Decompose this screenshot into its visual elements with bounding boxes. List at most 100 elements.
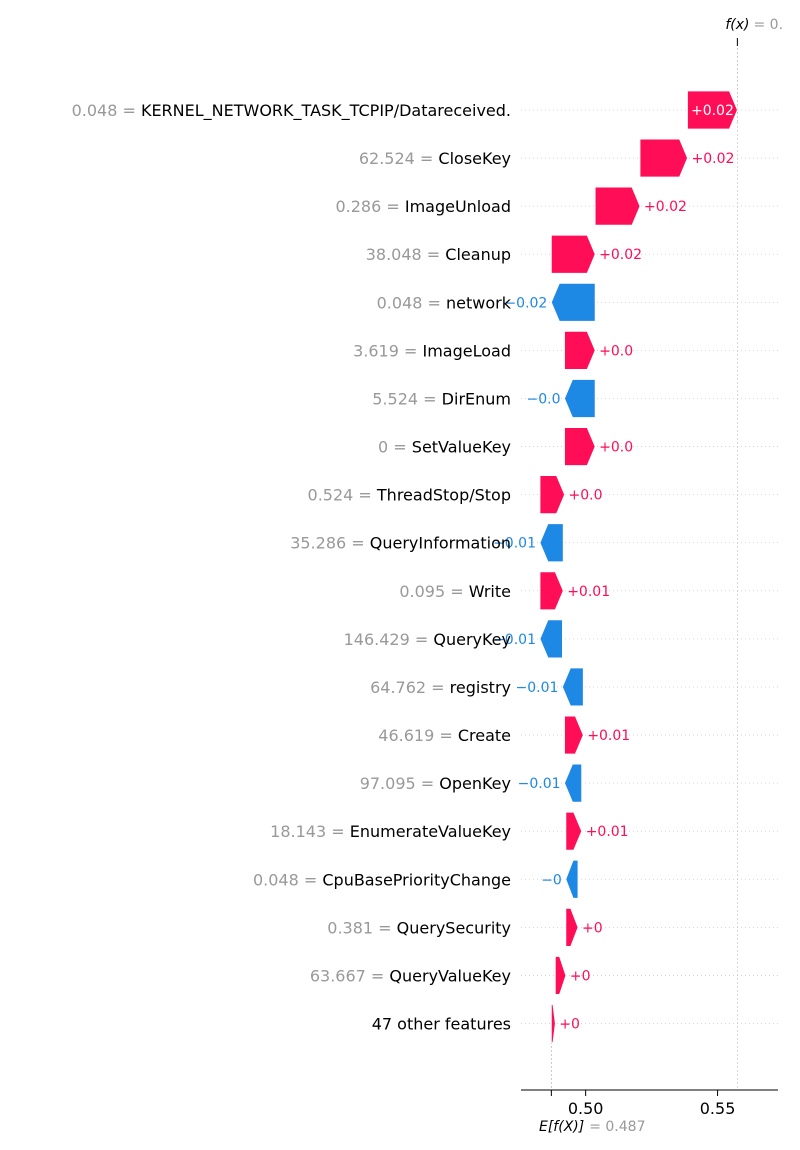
feature-label: 35.286 = QueryInformation [290, 534, 511, 553]
feature-value: 3.619 [353, 341, 399, 360]
equals-sign: = [434, 726, 458, 745]
equals-sign: = [426, 678, 450, 697]
equals-sign: = [117, 101, 141, 120]
bar-4 [550, 282, 596, 322]
bar-6 [564, 379, 596, 418]
feature-label: 63.667 = QueryValueKey [310, 966, 511, 985]
bar-value-label: +0.02 [691, 103, 734, 119]
bar-value-label: +0.01 [587, 728, 630, 744]
bar-9 [539, 523, 564, 563]
feature-label: 146.429 = QueryKey [344, 630, 511, 649]
feature-label: 46.619 = Create [378, 726, 511, 745]
feature-name: registry [450, 678, 511, 697]
equals-sign: = [416, 774, 440, 793]
feature-label: 0 = SetValueKey [378, 438, 511, 457]
bar-1 [639, 138, 688, 178]
bar-10 [539, 571, 564, 611]
bar-18 [554, 956, 567, 995]
feature-label: 64.762 = registry [370, 678, 511, 697]
feature-name: SetValueKey [412, 438, 511, 457]
bar-3 [550, 234, 596, 274]
equals-sign: = [410, 630, 434, 649]
bar-15 [565, 811, 583, 851]
feature-name: Cleanup [445, 245, 511, 264]
equals-sign: = [399, 341, 423, 360]
feature-value: 64.762 [370, 678, 426, 697]
bar-value-label: +0 [582, 920, 603, 936]
equals-sign: = [422, 293, 446, 312]
gridlines [521, 109, 778, 1024]
equals-sign: = [299, 870, 323, 889]
feature-label: 97.095 = OpenKey [360, 774, 511, 793]
equals-sign: = [326, 822, 350, 841]
feature-name: Write [469, 582, 511, 601]
bar-value-label: +0.01 [586, 824, 629, 840]
feature-label: 18.143 = EnumerateValueKey [270, 822, 511, 841]
output-value-text: = 0. [754, 17, 784, 33]
bars: +0.02 +0.02 +0.02 +0.02 −0.02 +0.0 −0.0 +0.0 +0.… [493, 90, 738, 1043]
feature-label: 0.286 = ImageUnload [335, 197, 511, 216]
feature-label: 0.048 = network [377, 293, 512, 312]
feature-label: 47 other features [372, 1015, 511, 1034]
equals-sign: = [445, 582, 469, 601]
feature-value: 62.524 [359, 149, 415, 168]
bar-value-label: +0.01 [567, 584, 610, 600]
reference-lines: f(x) = 0. [550, 17, 783, 1090]
feature-value: 0.048 [72, 101, 118, 120]
output-value-caption: f(x) = 0. [725, 17, 783, 33]
feature-value: 0.286 [335, 197, 381, 216]
feature-value: 0.095 [399, 582, 445, 601]
bar-5 [564, 330, 596, 370]
feature-label: 3.619 = ImageLoad [353, 341, 511, 360]
bar-8 [539, 475, 565, 515]
feature-value: 63.667 [310, 966, 366, 985]
equals-sign: = [422, 245, 446, 264]
bar-value-label: −0.02 [504, 295, 547, 311]
bar-19 [550, 1004, 556, 1043]
equals-sign: = [388, 438, 412, 457]
feature-value: 18.143 [270, 822, 326, 841]
feature-label: 38.048 = Cleanup [366, 245, 511, 264]
bar-value-label: −0.01 [493, 536, 536, 552]
bar-7 [564, 427, 596, 466]
feature-name: CloseKey [438, 149, 511, 168]
feature-name: QueryValueKey [389, 966, 511, 985]
feature-value: 0.048 [377, 293, 423, 312]
feature-value: 0.381 [327, 918, 373, 937]
bar-value-label: +0 [559, 1017, 580, 1033]
feature-value: 146.429 [344, 630, 410, 649]
bar-value-label: +0.0 [569, 488, 603, 504]
feature-label: 0.524 = ThreadStop/Stop [308, 486, 511, 505]
bar-16 [565, 859, 579, 899]
bar-value-label: −0.01 [518, 776, 561, 792]
equals-sign: = [346, 534, 370, 553]
output-value-label: f(x) [725, 17, 749, 33]
bar-0 [687, 90, 738, 130]
base-value-text: = 0.487 [589, 1119, 645, 1135]
feature-label: 0.048 = KERNEL_NETWORK_TASK_TCPIP/Datare… [72, 101, 511, 121]
equals-sign: = [353, 486, 377, 505]
feature-name: Create [458, 726, 511, 745]
feature-name: ImageUnload [405, 197, 511, 216]
bar-value-label: +0.0 [599, 343, 633, 359]
bar-value-label: +0.02 [644, 199, 687, 215]
equals-sign: = [418, 389, 442, 408]
feature-label: 0.048 = CpuBasePriorityChange [253, 870, 511, 889]
bar-value-label: −0.01 [516, 680, 559, 696]
feature-label: 0.381 = QuerySecurity [327, 918, 511, 937]
feature-name: QueryInformation [370, 534, 511, 553]
feature-value: 0.524 [308, 486, 354, 505]
base-value-caption: E[f(X)] = 0.487 [539, 1119, 645, 1135]
bar-value-label: −0 [541, 872, 562, 888]
feature-name: 47 other features [372, 1015, 511, 1034]
bar-value-label: −0.01 [493, 632, 536, 648]
feature-value: 5.524 [372, 389, 418, 408]
feature-value: 35.286 [290, 534, 346, 553]
bar-value-label: +0.02 [691, 151, 734, 167]
feature-name: QuerySecurity [397, 918, 511, 937]
x-tick-label: 0.50 [568, 1099, 604, 1118]
feature-value: 0.048 [253, 870, 299, 889]
bar-2 [594, 186, 641, 226]
base-value-label: E[f(X)] [539, 1119, 584, 1135]
bar-value-label: +0 [570, 968, 591, 984]
